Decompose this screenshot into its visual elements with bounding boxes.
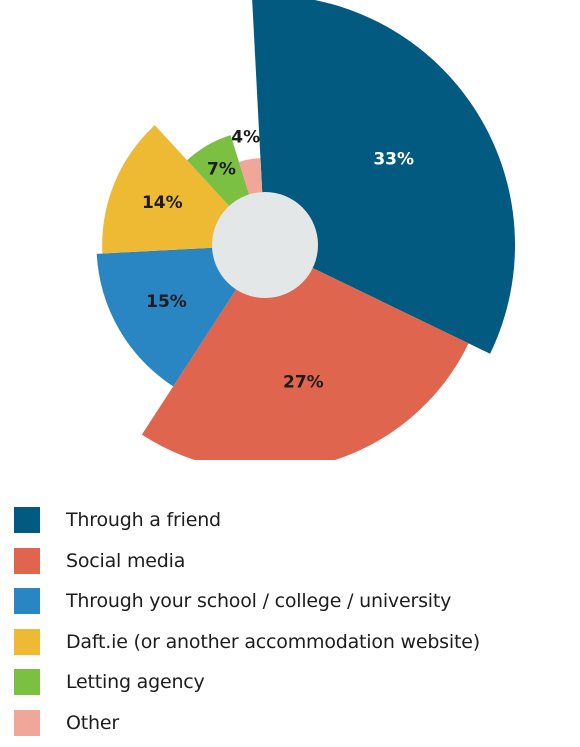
legend-item-social-media: Social media — [14, 541, 480, 582]
legend-swatch — [14, 669, 40, 695]
slice-label-through-your-school-college-university: 15% — [146, 292, 187, 312]
legend-swatch — [14, 629, 40, 655]
legend-item-daft-ie-or-another-accommodation-website: Daft.ie (or another accommodation websit… — [14, 622, 480, 663]
legend-item-through-your-school-college-university: Through your school / college / universi… — [14, 581, 480, 622]
legend-swatch — [14, 507, 40, 533]
slice-label-letting-agency: 7% — [207, 160, 236, 180]
legend-swatch — [14, 710, 40, 736]
legend-label: Other — [66, 712, 119, 734]
slice-label-other: 4% — [231, 128, 260, 148]
chart-center-hole — [212, 192, 318, 298]
legend-label: Through your school / college / universi… — [66, 590, 451, 612]
legend-item-other: Other — [14, 703, 480, 744]
legend-swatch — [14, 588, 40, 614]
legend-swatch — [14, 548, 40, 574]
slice-label-through-a-friend: 33% — [373, 150, 414, 170]
slice-label-social-media: 27% — [283, 372, 324, 392]
legend-label: Through a friend — [66, 509, 221, 531]
legend-item-through-a-friend: Through a friend — [14, 500, 480, 541]
slice-label-daft-ie-or-another-accommodation-website: 14% — [142, 193, 183, 213]
chart-legend: Through a friend Social media Through your… — [14, 500, 480, 743]
polar-area-chart: 33% 27% 15% 14% 7% 4% — [0, 0, 580, 460]
legend-label: Social media — [66, 550, 185, 572]
legend-item-letting-agency: Letting agency — [14, 662, 480, 703]
legend-label: Letting agency — [66, 671, 205, 693]
legend-label: Daft.ie (or another accommodation websit… — [66, 631, 480, 653]
